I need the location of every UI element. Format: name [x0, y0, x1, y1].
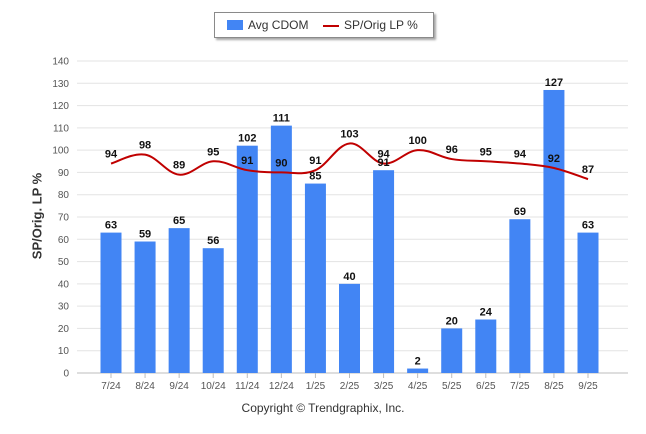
y-tick-label: 140: [52, 57, 69, 68]
y-tick-label: 70: [58, 213, 70, 224]
line-data-label: 91: [309, 155, 321, 167]
y-tick-label: 100: [52, 146, 69, 157]
bar-data-label: 91: [377, 157, 389, 169]
x-tick-label: 2/25: [340, 381, 360, 392]
y-tick-label: 90: [58, 168, 70, 179]
bar: [304, 183, 326, 373]
bar-series-avg-cdom: [100, 89, 599, 373]
line-data-label: 89: [173, 160, 185, 172]
bar-data-label: 127: [545, 77, 563, 89]
x-tick-label: 3/25: [374, 381, 394, 392]
line-data-label: 94: [377, 149, 390, 161]
y-tick-label: 20: [58, 324, 70, 335]
line-data-label: 87: [582, 164, 594, 176]
bar-data-label: 69: [514, 206, 526, 218]
line-data-label: 95: [480, 146, 492, 158]
y-tick-label: 110: [53, 123, 69, 134]
y-tick-label: 40: [58, 279, 70, 290]
y-axis-title: SP/Orig. LP %: [29, 172, 45, 260]
bar: [270, 125, 292, 373]
x-tick-label: 7/25: [510, 381, 530, 392]
bar: [509, 219, 531, 373]
legend-label-sp-orig-lp: SP/Orig LP %: [344, 18, 418, 32]
line-data-label: 96: [446, 144, 458, 156]
bar: [202, 248, 224, 373]
bar-data-label: 63: [582, 220, 594, 232]
y-tick-label: 10: [58, 346, 70, 357]
bar: [168, 228, 190, 373]
x-tick-label: 6/25: [476, 381, 496, 392]
legend: Avg CDOM SP/Orig LP %: [214, 12, 434, 38]
bar: [407, 368, 429, 373]
y-tick-label: 130: [52, 79, 69, 90]
line-data-label: 94: [514, 149, 527, 161]
line-data-label: 95: [207, 146, 219, 158]
bar-data-labels: 63 59 65 56 102 111 85 40 91 2 20 24 69 127 63: [105, 77, 594, 368]
x-tick-label: 9/24: [169, 381, 189, 392]
line-path: [110, 142, 589, 181]
x-tick-label: 8/24: [135, 381, 155, 392]
line-data-label: 92: [548, 153, 560, 165]
bar: [475, 319, 497, 373]
y-tick-label: 0: [63, 369, 69, 380]
bar-data-label: 56: [207, 235, 219, 247]
y-tick-labels: 0 10 20 30 40 50 60 70 80 90 100 110 120 130 140: [52, 57, 69, 380]
x-tick-label: 5/25: [442, 381, 462, 392]
y-tick-label: 80: [58, 190, 70, 201]
bar: [441, 328, 463, 373]
x-tick-label: 11/24: [235, 381, 260, 392]
bar-data-label: 20: [446, 315, 458, 327]
bar: [100, 232, 122, 373]
line-data-label: 91: [241, 155, 253, 167]
line-series-sp-orig-lp: [110, 142, 589, 181]
x-tick-label: 1/25: [306, 381, 326, 392]
y-tick-label: 120: [52, 101, 69, 112]
bar-data-label: 102: [238, 133, 256, 145]
x-tick-label: 7/24: [101, 381, 121, 392]
bar-data-label: 65: [173, 215, 185, 227]
x-tick-label: 9/25: [578, 381, 598, 392]
bar-data-label: 111: [273, 113, 290, 125]
bar: [236, 145, 258, 373]
bar: [373, 170, 395, 373]
line-data-label: 90: [275, 157, 287, 169]
bar-data-label: 63: [105, 220, 117, 232]
bar-data-label: 40: [343, 271, 355, 283]
line-data-label: 100: [408, 135, 426, 147]
bar: [134, 241, 156, 373]
bar: [577, 232, 599, 373]
bar: [339, 283, 360, 373]
bar: [543, 89, 565, 373]
line-data-labels: 94 98 89 95 91 90 91 103 94 100 96 95 94 92 87: [105, 128, 594, 176]
legend-label-avg-cdom: Avg CDOM: [248, 18, 309, 32]
copyright-footer: Copyright © Trendgraphix, Inc.: [241, 401, 405, 415]
bar-data-label: 2: [415, 356, 421, 368]
y-tick-label: 50: [58, 257, 70, 268]
x-tick-label: 12/24: [269, 381, 294, 392]
bar-data-label: 24: [480, 307, 493, 319]
y-tick-label: 30: [58, 302, 70, 313]
line-data-label: 94: [105, 149, 118, 161]
bar-data-label: 85: [309, 171, 321, 183]
legend-line-swatch: [323, 25, 339, 27]
bar-data-label: 59: [139, 229, 151, 241]
x-tick-labels: 7/24 8/24 9/24 10/24 11/24 12/24 1/25 2/25 3/25 4…: [101, 373, 598, 392]
y-tick-label: 60: [58, 235, 70, 246]
x-tick-label: 10/24: [201, 381, 226, 392]
line-data-label: 98: [139, 140, 151, 152]
x-tick-label: 4/25: [408, 381, 428, 392]
legend-bar-swatch: [227, 20, 243, 30]
line-data-label: 103: [340, 128, 358, 140]
x-tick-label: 8/25: [544, 381, 564, 392]
